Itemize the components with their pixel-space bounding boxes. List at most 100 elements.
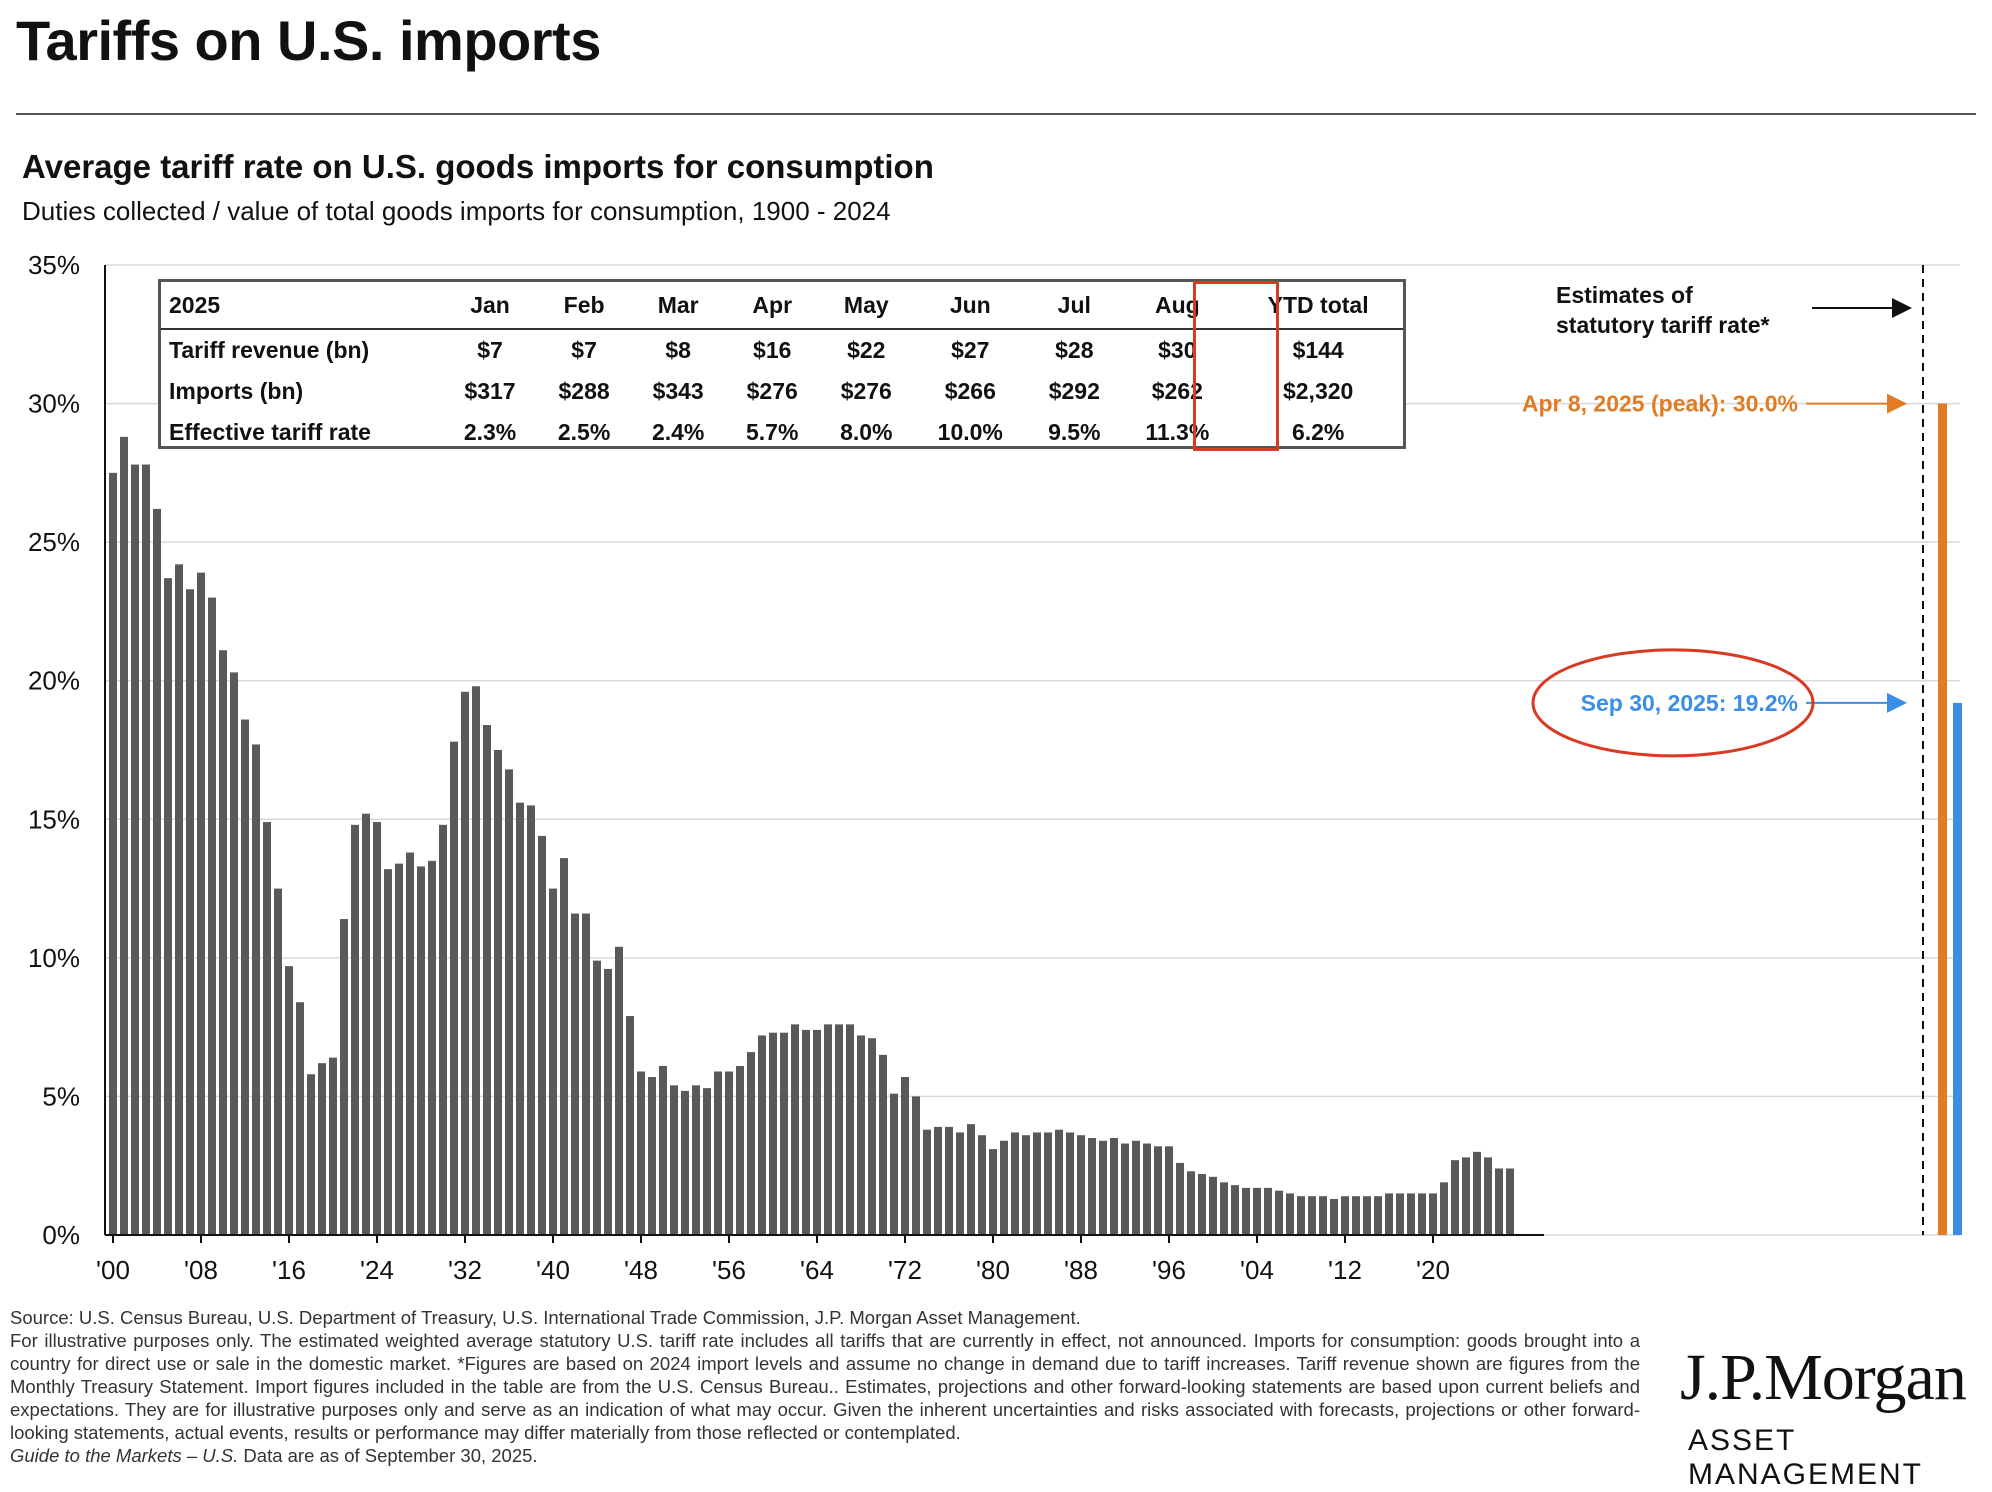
bar	[395, 863, 403, 1235]
bar	[186, 589, 194, 1235]
x-tick-label: '12	[1328, 1255, 1362, 1285]
guide-title: Guide to the Markets – U.S.	[10, 1445, 239, 1466]
bar	[494, 750, 502, 1235]
bar-series	[109, 436, 1514, 1235]
table-cell: 9.5%	[1048, 419, 1101, 445]
bar	[373, 822, 381, 1235]
bar	[1187, 1171, 1195, 1235]
table-cell: $276	[840, 378, 892, 404]
x-tick-label: '20	[1416, 1255, 1450, 1285]
bar	[340, 919, 348, 1235]
bar	[142, 464, 150, 1235]
bar	[1165, 1146, 1173, 1235]
x-tick-label: '56	[712, 1255, 746, 1285]
bar	[1143, 1143, 1151, 1235]
table-header-cell: YTD total	[1233, 282, 1403, 330]
y-tick-label: 5%	[42, 1081, 80, 1111]
logo-subtitle: ASSET MANAGEMENT	[1688, 1424, 1924, 1491]
table-row: Imports (bn) $317 $288 $343 $276 $276 $2…	[161, 371, 1403, 412]
bar	[802, 1029, 810, 1235]
bar	[1319, 1196, 1327, 1235]
bar	[857, 1035, 865, 1235]
asof-note: Guide to the Markets – U.S. Data are as …	[10, 1444, 1640, 1467]
x-tick-label: '16	[272, 1255, 306, 1285]
bar	[1242, 1187, 1250, 1235]
bar	[989, 1149, 997, 1235]
bar	[1440, 1182, 1448, 1235]
bar	[1209, 1176, 1217, 1235]
y-tick-label: 30%	[28, 389, 80, 419]
bar	[307, 1074, 315, 1235]
bar	[1000, 1140, 1008, 1235]
bar	[1198, 1174, 1206, 1235]
bar	[791, 1024, 799, 1235]
bar	[1385, 1193, 1393, 1235]
table-cell: $317	[464, 378, 516, 404]
page-title: Tariffs on U.S. imports	[16, 9, 601, 72]
tariff-chart: 0% 5% 10% 15% 20% 25% 30% 35% '00 '08 '16 '24 '32 '4…	[28, 250, 1962, 1285]
bar	[1110, 1138, 1118, 1235]
bar	[1264, 1187, 1272, 1235]
table-cell: $7	[571, 337, 597, 363]
x-tick-label: '32	[448, 1255, 482, 1285]
bar	[604, 968, 612, 1235]
bar	[1176, 1162, 1184, 1235]
x-tick-label: '24	[360, 1255, 394, 1285]
estimates-label-line2: statutory tariff rate*	[1556, 312, 1769, 338]
bar	[450, 741, 458, 1235]
bar	[1044, 1132, 1052, 1235]
estimate-bar	[1938, 403, 1947, 1236]
bar	[879, 1054, 887, 1235]
table-cell: 2.5%	[557, 419, 611, 445]
bar	[714, 1071, 722, 1235]
bar	[967, 1124, 975, 1235]
bar	[362, 813, 370, 1235]
bar	[1418, 1193, 1426, 1235]
bar	[1495, 1168, 1503, 1235]
x-tick-label: '48	[624, 1255, 658, 1285]
peak-label: Apr 8, 2025 (peak): 30.0%	[1522, 391, 1798, 417]
annotations: Estimates of statutory tariff rate* Apr 8,…	[1522, 265, 1962, 1236]
bar	[615, 946, 623, 1235]
bar	[1132, 1140, 1140, 1235]
bar	[956, 1132, 964, 1235]
current-highlight-ellipse	[1531, 648, 1815, 758]
x-tick-label: '64	[800, 1255, 834, 1285]
bar	[439, 824, 447, 1235]
x-tick-label: '08	[184, 1255, 218, 1285]
bar	[461, 691, 469, 1235]
bar	[428, 860, 436, 1235]
table-row-label: Imports (bn)	[169, 378, 304, 404]
bar	[1253, 1187, 1261, 1235]
bar	[846, 1024, 854, 1235]
table-cell: 6.2%	[1291, 419, 1345, 445]
y-axis: 0% 5% 10% 15% 20% 25% 30% 35%	[28, 250, 106, 1250]
disclaimer-note: For illustrative purposes only. The esti…	[10, 1330, 1640, 1443]
chart-title: Average tariff rate on U.S. goods import…	[22, 148, 934, 185]
bar	[285, 966, 293, 1235]
bar	[318, 1063, 326, 1235]
bar	[153, 508, 161, 1235]
table-cell: 2.4%	[651, 419, 705, 445]
footnotes: Source: U.S. Census Bureau, U.S. Departm…	[10, 1306, 1640, 1467]
table-row-label: Tariff revenue (bn)	[169, 337, 370, 363]
bar	[725, 1071, 733, 1235]
x-tick-label: '88	[1064, 1255, 1098, 1285]
bar	[1352, 1196, 1360, 1235]
bar	[1330, 1198, 1338, 1235]
bar	[1154, 1146, 1162, 1235]
table-cell: $276	[746, 378, 798, 404]
bar	[1506, 1168, 1514, 1235]
bar	[120, 436, 128, 1235]
table-cell: $30	[1158, 337, 1197, 363]
bar	[659, 1065, 667, 1235]
bar	[384, 869, 392, 1235]
x-axis: '00 '08 '16 '24 '32 '40 '48 '56 '64 '72 '80 '88 '96 '…	[96, 1234, 1544, 1285]
estimates-label-line1: Estimates of	[1556, 282, 1693, 308]
table-cell: $27	[951, 337, 990, 363]
table-cell: $8	[665, 337, 691, 363]
bar	[813, 1029, 821, 1235]
bar	[923, 1129, 931, 1235]
x-tick-label: '80	[976, 1255, 1010, 1285]
bar	[626, 1016, 634, 1235]
